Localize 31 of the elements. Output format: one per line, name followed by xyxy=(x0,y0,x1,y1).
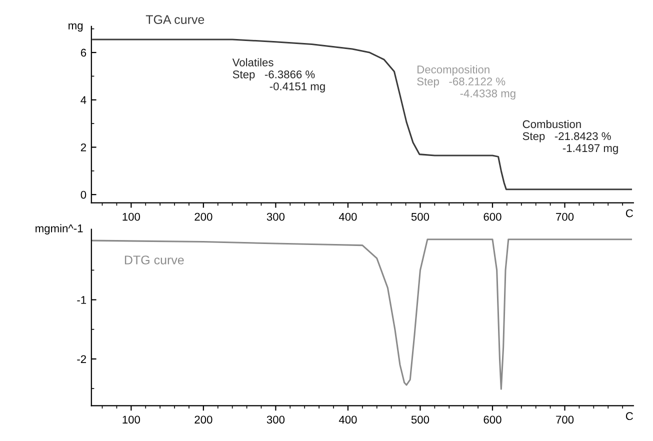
x-tick-label: 100 xyxy=(122,416,140,424)
x-tick-label: 600 xyxy=(484,212,502,221)
x-tick-label: 300 xyxy=(266,416,285,424)
x-tick-label: 400 xyxy=(338,212,357,221)
line-series xyxy=(92,238,632,390)
annotation: Decomposition Step -68.2122 % -4.4338 mg xyxy=(417,65,516,100)
y-axis-title: mg xyxy=(68,23,83,32)
x-axis-title: C xyxy=(626,209,633,218)
y-tick-label: -1 xyxy=(77,296,86,304)
series-label: DTG curve xyxy=(124,256,184,264)
x-tick-label: 600 xyxy=(484,416,502,424)
y-tick-label: 6 xyxy=(80,48,86,57)
line-series xyxy=(92,38,632,190)
x-tick-label: 300 xyxy=(266,212,285,221)
x-tick-label: 200 xyxy=(194,416,212,424)
y-tick-label: -2 xyxy=(77,355,86,363)
y-tick-label: 2 xyxy=(80,143,86,152)
annotation: Volatiles Step -6.3866 % -0.4151 mg xyxy=(232,58,325,93)
x-tick-label: 400 xyxy=(338,416,357,424)
x-tick-label: 700 xyxy=(556,416,574,424)
x-tick-label: 700 xyxy=(556,212,574,221)
y-tick-label: 0 xyxy=(80,190,86,199)
x-axis-title: C xyxy=(626,412,633,420)
x-tick-label: 500 xyxy=(411,212,430,221)
x-tick-label: 500 xyxy=(411,416,430,424)
y-axis-title: mgmin^-1 xyxy=(36,224,83,234)
x-tick-label: 200 xyxy=(194,212,212,221)
x-tick-label: 100 xyxy=(122,212,140,221)
annotation: Combustion Step -21.8423 % -1.4197 mg xyxy=(522,120,618,154)
series-label: TGA curve xyxy=(146,15,204,24)
y-tick-label: 4 xyxy=(80,96,86,104)
